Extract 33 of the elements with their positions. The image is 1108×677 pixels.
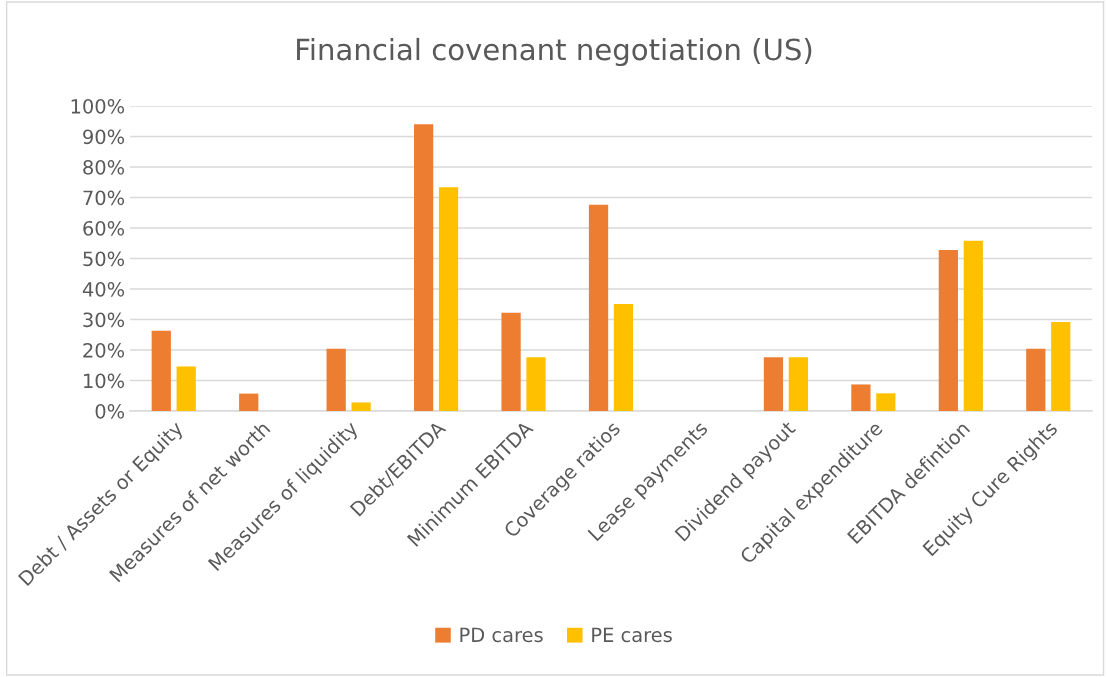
- y-tick-label: 70%: [83, 190, 125, 206]
- bar: [588, 204, 609, 411]
- bar: [613, 303, 634, 411]
- legend-label: PE cares: [592, 627, 672, 643]
- bar: [963, 240, 983, 411]
- bar: [938, 249, 958, 411]
- y-tick-label: 50%: [83, 251, 125, 267]
- y-tick-label: 20%: [83, 342, 125, 358]
- bar: [239, 393, 259, 411]
- bar: [176, 366, 196, 411]
- bar: [151, 330, 171, 411]
- bar: [414, 124, 434, 411]
- y-tick-label: 100%: [71, 98, 125, 114]
- chart-title: Financial covenant negotiation (US): [297, 37, 812, 67]
- bar: [438, 187, 459, 411]
- bar: [876, 393, 896, 411]
- bar: [1026, 348, 1046, 411]
- bar: [763, 357, 784, 411]
- bar: [351, 402, 371, 411]
- legend-label: PD cares: [460, 627, 543, 643]
- y-tick-label: 80%: [83, 159, 125, 175]
- y-tick-label: 0%: [95, 403, 125, 419]
- y-tick-label: 90%: [83, 129, 125, 145]
- y-tick-label: 30%: [83, 312, 125, 328]
- y-tick-label: 60%: [83, 220, 125, 236]
- bar: [326, 348, 346, 411]
- bar: [501, 312, 521, 411]
- bar: [788, 357, 808, 411]
- y-tick-label: 10%: [84, 373, 125, 389]
- bar: [526, 357, 546, 411]
- bar: [1051, 321, 1071, 411]
- y-tick-label: 40%: [82, 281, 125, 297]
- bar: [851, 384, 871, 411]
